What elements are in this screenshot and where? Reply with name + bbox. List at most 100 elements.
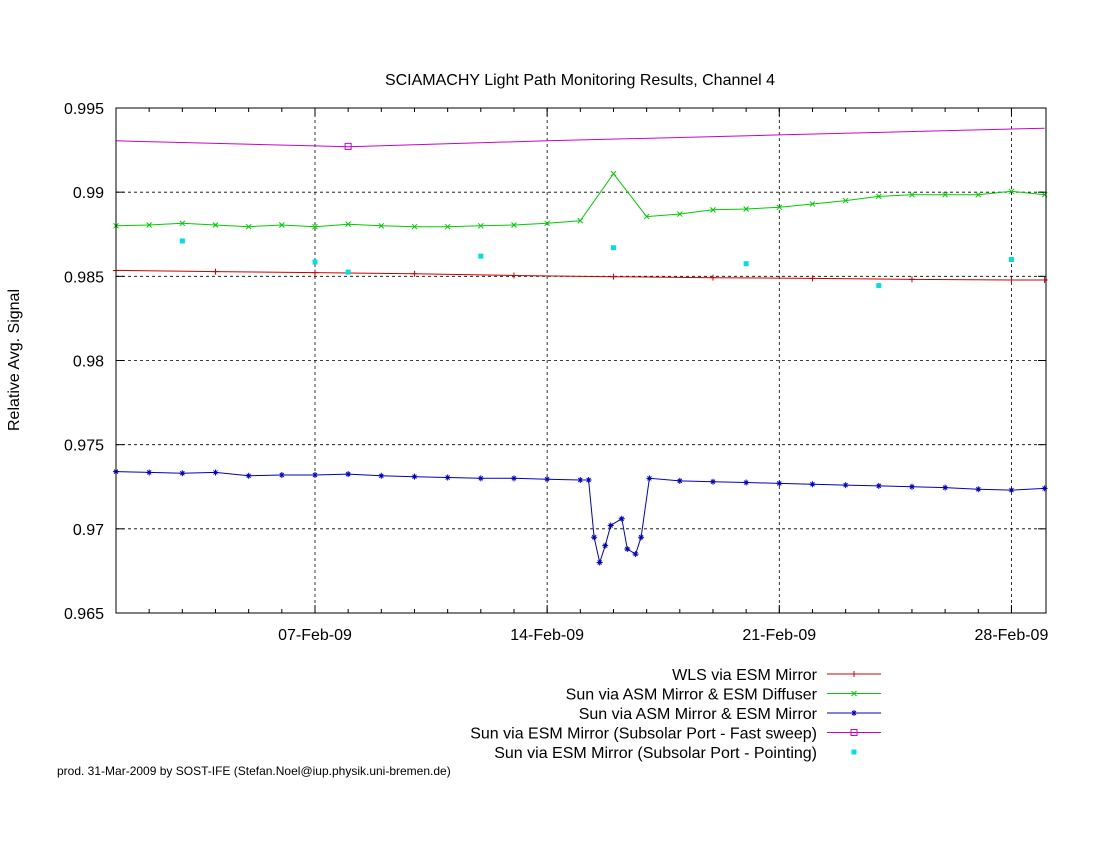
data-point <box>278 471 285 478</box>
data-point <box>544 476 551 483</box>
data-point <box>1008 487 1015 494</box>
x-tick-label: 21-Feb-09 <box>742 627 816 644</box>
data-point <box>345 269 351 275</box>
data-point <box>776 480 783 487</box>
data-point <box>478 253 484 259</box>
legend-marker <box>851 710 857 716</box>
chart-title: SCIAMACHY Light Path Monitoring Results,… <box>385 72 775 89</box>
data-point <box>975 191 982 198</box>
data-point <box>1008 277 1015 284</box>
data-point <box>646 475 653 482</box>
legend-marker <box>850 729 858 736</box>
data-point <box>378 472 385 479</box>
series-line <box>115 471 1045 565</box>
data-point <box>743 261 749 267</box>
data-point <box>245 472 252 479</box>
data-point <box>610 170 617 177</box>
y-tick-label: 0.97 <box>73 522 104 539</box>
data-point <box>776 204 783 211</box>
series-4 <box>115 127 1045 150</box>
legend-marker <box>851 671 857 677</box>
series-2 <box>113 170 1048 230</box>
data-point <box>378 222 385 229</box>
x-tick-label: 14-Feb-09 <box>510 627 584 644</box>
data-point <box>875 193 882 200</box>
series-3 <box>113 468 1048 566</box>
data-point <box>908 276 915 283</box>
data-point <box>591 534 598 541</box>
grid-lines <box>116 108 1046 613</box>
data-point <box>411 223 418 230</box>
axis-ticks: 0.965 0.97 0.975 0.98 0.985 0.99 0.995 07-Feb-0… <box>64 101 1049 644</box>
data-point <box>875 482 882 489</box>
data-point <box>179 470 186 477</box>
data-point <box>624 546 631 553</box>
data-point <box>477 475 484 482</box>
data-point <box>345 471 352 478</box>
data-point <box>909 191 915 198</box>
data-point <box>577 477 584 484</box>
data-point <box>511 222 517 228</box>
data-point <box>908 483 915 490</box>
legend-label: Sun via ESM Mirror (Subsolar Port - Poin… <box>494 745 817 762</box>
data-point <box>311 471 318 478</box>
data-point <box>1008 257 1014 262</box>
data-point <box>610 245 616 251</box>
data-point <box>638 534 645 541</box>
data-point <box>312 259 318 265</box>
y-axis-label: Relative Avg. Signal <box>6 289 23 431</box>
data-point <box>544 220 550 227</box>
data-point <box>709 274 716 281</box>
data-point <box>585 477 592 484</box>
legend-label: WLS via ESM Mirror <box>672 667 818 684</box>
legend-label: Sun via ASM Mirror & ESM Diffuser <box>566 687 818 704</box>
series-line <box>115 269 1045 281</box>
data-point <box>411 473 418 480</box>
data-point <box>809 481 816 488</box>
data-point <box>577 217 584 224</box>
data-point <box>610 273 617 280</box>
data-point <box>676 211 683 217</box>
data-point <box>510 475 517 482</box>
data-point <box>312 223 318 230</box>
y-tick-label: 0.99 <box>73 185 104 202</box>
data-point <box>942 191 948 198</box>
y-tick-label: 0.965 <box>64 606 104 623</box>
x-tick-label: 07-Feb-09 <box>278 627 352 644</box>
data-point <box>1008 188 1015 195</box>
data-point <box>245 223 252 230</box>
y-tick-label: 0.995 <box>64 101 104 118</box>
data-point <box>676 477 683 484</box>
data-point <box>942 484 949 491</box>
data-point <box>212 222 219 228</box>
legend-marker <box>851 690 857 697</box>
y-tick-label: 0.98 <box>73 354 104 371</box>
series-5 <box>179 238 1014 289</box>
production-footer: prod. 31-Mar-2009 by SOST-IFE (Stefan.No… <box>57 764 451 778</box>
series-1 <box>113 267 1048 284</box>
legend-marker <box>851 749 857 755</box>
data-point <box>743 206 749 212</box>
data-point <box>345 221 352 228</box>
data-point <box>1041 485 1048 492</box>
data-point <box>179 220 186 227</box>
data-point <box>477 222 484 229</box>
y-tick-label: 0.985 <box>64 269 104 286</box>
data-point <box>618 515 625 522</box>
data-point <box>146 469 153 476</box>
data-point <box>842 197 849 204</box>
data-point <box>632 551 639 558</box>
data-point <box>842 482 849 489</box>
y-tick-label: 0.975 <box>64 438 104 455</box>
legend-label: Sun via ASM Mirror & ESM Mirror <box>579 706 818 723</box>
data-point <box>602 542 609 549</box>
data-point <box>1041 277 1048 284</box>
series-layer <box>113 127 1048 566</box>
data-point <box>212 469 219 476</box>
series-line <box>115 172 1045 228</box>
data-point <box>278 222 285 228</box>
data-point <box>212 268 219 275</box>
data-point <box>146 222 153 228</box>
data-point <box>975 486 982 493</box>
